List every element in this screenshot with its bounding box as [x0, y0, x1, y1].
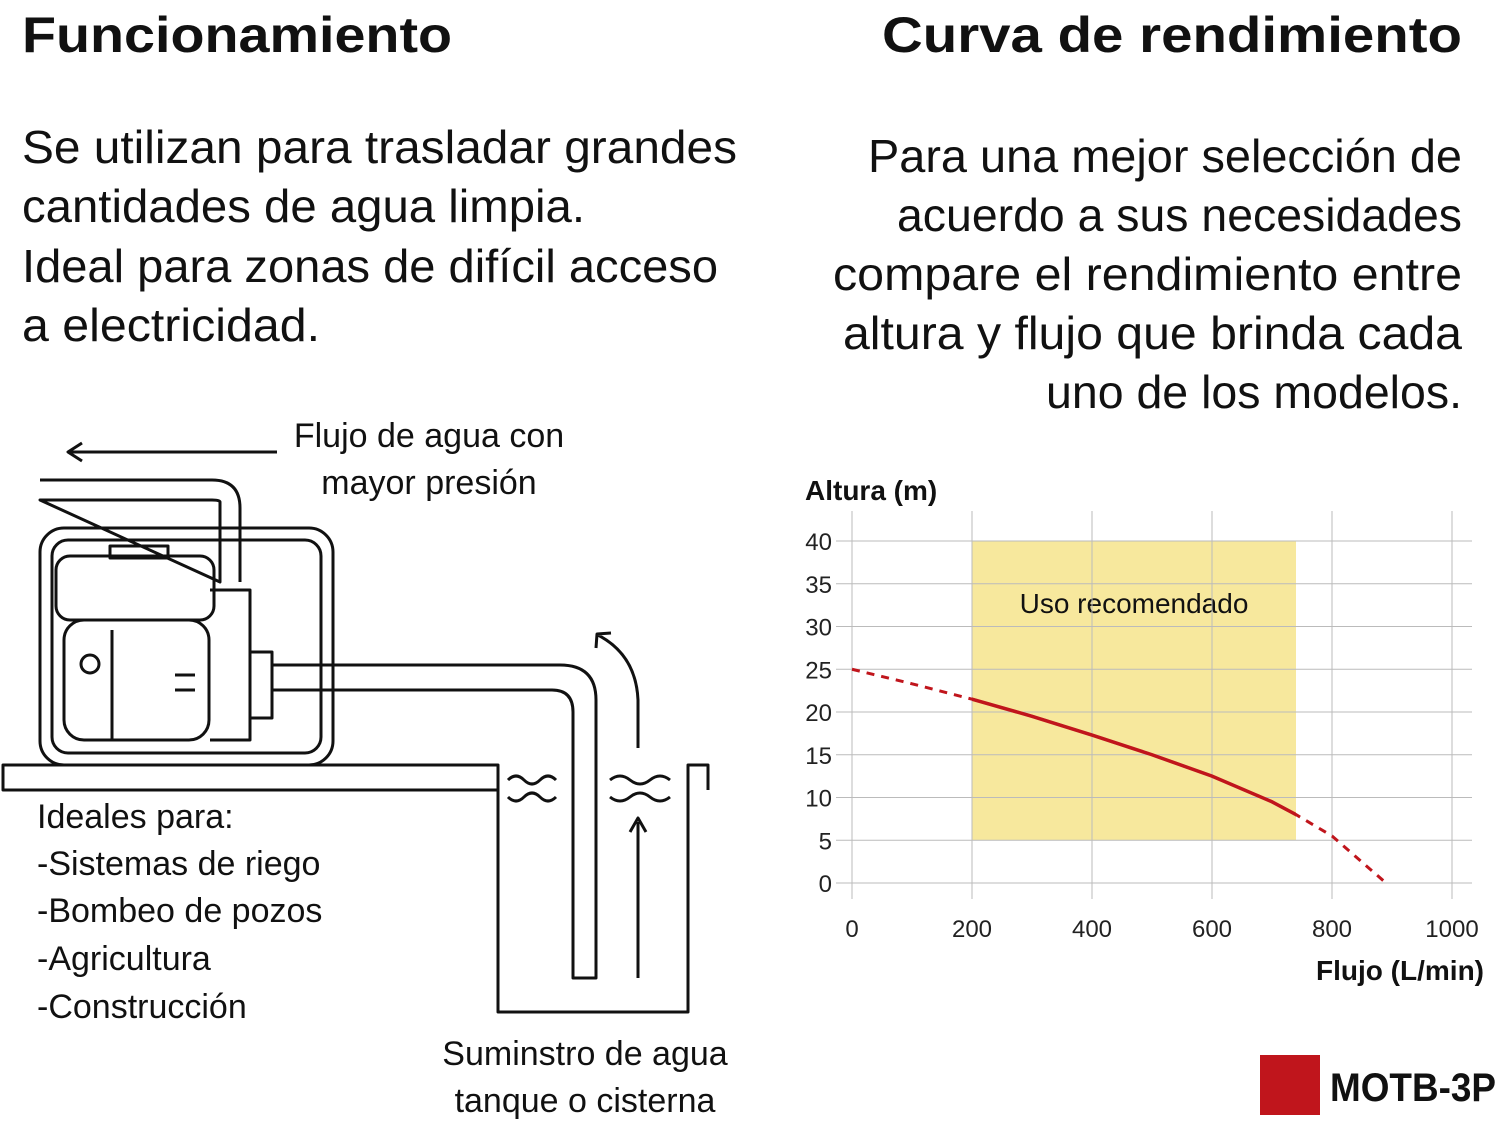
- description-line: cantidades de agua limpia.: [22, 180, 585, 232]
- use-item: -Agricultura: [37, 940, 211, 978]
- pump-diagram: [1, 441, 710, 1014]
- y-tick-label: 5: [819, 828, 832, 855]
- outflow-label: Flujo de agua con: [294, 417, 564, 455]
- use-item: -Sistemas de riego: [37, 845, 320, 883]
- y-tick-label: 30: [805, 615, 832, 642]
- y-axis-label: Altura (m): [805, 475, 937, 506]
- outflow-label: mayor presión: [321, 464, 536, 502]
- y-tick-label: 20: [805, 700, 832, 727]
- supply-label: tanque o cisterna: [455, 1082, 716, 1120]
- supply-label: Suminstro de agua: [442, 1035, 727, 1073]
- description-line: altura y flujo que brinda cada: [843, 307, 1462, 359]
- y-tick-label: 15: [805, 743, 832, 770]
- x-tick-label: 200: [952, 916, 992, 943]
- description-line: Se utilizan para trasladar grandes: [22, 121, 737, 173]
- x-tick-label: 800: [1312, 916, 1352, 943]
- y-tick-label: 40: [805, 529, 832, 556]
- legend-swatch: [1260, 1055, 1320, 1115]
- y-tick-label: 10: [805, 786, 832, 813]
- description-line: compare el rendimiento entre: [833, 248, 1462, 300]
- range-label: Uso recomendado: [1020, 588, 1249, 619]
- x-axis-label: Flujo (L/min): [1316, 955, 1484, 986]
- x-tick-label: 0: [845, 916, 858, 943]
- legend-label: MOTB-3P: [1330, 1066, 1496, 1110]
- description-line: acuerdo a sus necesidades: [897, 189, 1462, 241]
- y-tick-label: 35: [805, 572, 832, 599]
- description-line: Ideal para zonas de difícil acceso: [22, 240, 718, 292]
- series-line: [972, 697, 1296, 817]
- right-title: Curva de rendimiento: [882, 7, 1462, 63]
- recommended-range: [972, 541, 1296, 841]
- use-item: -Bombeo de pozos: [37, 892, 322, 930]
- y-tick-label: 25: [805, 657, 832, 684]
- series-line-extrapolated: [851, 667, 1387, 885]
- x-tick-label: 1000: [1425, 916, 1478, 943]
- description-line: a electricidad.: [22, 299, 320, 351]
- x-tick-label: 400: [1072, 916, 1112, 943]
- x-tick-label: 600: [1192, 916, 1232, 943]
- y-tick-label: 0: [819, 871, 832, 898]
- uses-title: Ideales para:: [37, 798, 234, 836]
- description-line: Para una mejor selección de: [868, 130, 1462, 182]
- description-line: uno de los modelos.: [1046, 366, 1462, 418]
- left-title: Funcionamiento: [22, 7, 452, 63]
- use-item: -Construcción: [37, 988, 247, 1026]
